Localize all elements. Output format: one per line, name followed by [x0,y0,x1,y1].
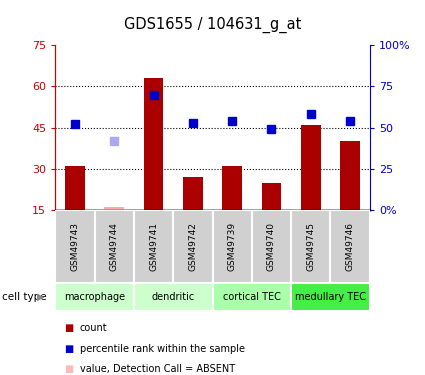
Text: GSM49741: GSM49741 [149,222,158,271]
Text: dendritic: dendritic [152,292,195,302]
Bar [291,283,370,311]
Text: cortical TEC: cortical TEC [223,292,281,302]
Text: cell type: cell type [2,292,47,302]
Bar [173,210,212,283]
Bar [65,166,85,210]
Text: medullary TEC: medullary TEC [295,292,366,302]
Text: ▶: ▶ [37,292,44,302]
Text: percentile rank within the sample: percentile rank within the sample [80,344,245,354]
Text: ■: ■ [64,364,73,374]
Bar [55,210,94,283]
Bar [134,283,212,311]
Bar [212,283,291,311]
Text: value, Detection Call = ABSENT: value, Detection Call = ABSENT [80,364,235,374]
Bar [222,166,242,210]
Text: GSM49739: GSM49739 [228,222,237,271]
Bar [55,283,134,311]
Text: ■: ■ [64,344,73,354]
Bar [331,210,370,283]
Text: GSM49742: GSM49742 [188,222,197,271]
Bar [94,210,134,283]
Text: GSM49746: GSM49746 [346,222,354,271]
Text: GSM49744: GSM49744 [110,222,119,271]
Text: GSM49745: GSM49745 [306,222,315,271]
Text: macrophage: macrophage [64,292,125,302]
Bar [291,210,331,283]
Text: GDS1655 / 104631_g_at: GDS1655 / 104631_g_at [124,17,301,33]
Text: count: count [80,323,108,333]
Bar [340,141,360,210]
Text: ■: ■ [64,323,73,333]
Text: GSM49740: GSM49740 [267,222,276,271]
Bar [301,125,320,210]
Bar [212,210,252,283]
Bar [183,177,203,210]
Bar [105,207,124,210]
Bar [134,210,173,283]
Text: GSM49743: GSM49743 [71,222,79,271]
Bar [144,78,163,210]
Bar [252,210,291,283]
Bar [262,183,281,210]
